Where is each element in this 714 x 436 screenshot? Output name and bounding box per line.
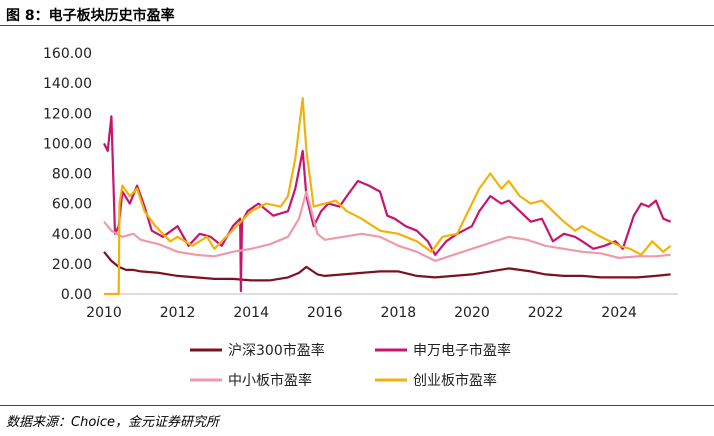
x-tick-label: 2020	[454, 305, 490, 321]
x-tick-label: 2014	[233, 305, 269, 321]
x-tick-label: 2024	[601, 305, 637, 321]
bottom-rule	[0, 405, 714, 406]
x-tick-label: 2018	[381, 305, 417, 321]
legend-label-1: 沪深300市盈率	[228, 342, 325, 359]
legend-label-4: 创业板市盈率	[413, 372, 497, 389]
y-axis-ticks: 0.00 20.00 40.00 60.00 80.00 100.00 120.00 140.…	[43, 46, 92, 303]
y-tick-label: 20.00	[52, 257, 92, 273]
figure-title: 图 8：电子板块历史市盈率	[6, 8, 175, 24]
series-line-1	[103, 251, 671, 282]
y-tick-label: 60.00	[52, 197, 92, 213]
x-tick-label: 2022	[528, 305, 564, 321]
chart-series-lines	[103, 97, 672, 296]
y-tick-label: 160.00	[43, 46, 92, 62]
x-tick-label: 2016	[307, 305, 343, 321]
y-tick-label: 40.00	[52, 227, 92, 243]
y-tick-label: 120.00	[43, 106, 92, 122]
x-axis-ticks: 2010 2012 2014 2016 2018 2020 2022 2024	[86, 305, 637, 321]
y-tick-label: 100.00	[43, 136, 92, 152]
legend-label-2: 申万电子市盈率	[413, 342, 511, 359]
y-tick-label: 80.00	[52, 167, 92, 183]
legend-label-3: 中小板市盈率	[228, 372, 312, 389]
y-tick-label: 0.00	[61, 287, 92, 303]
series-line-3	[103, 190, 671, 262]
x-tick-label: 2012	[160, 305, 196, 321]
top-rule	[0, 25, 714, 26]
x-tick-label: 2010	[86, 305, 122, 321]
y-tick-label: 140.00	[43, 76, 92, 92]
series-line-2	[103, 115, 672, 293]
source-note: 数据来源：Choice，金元证券研究所	[6, 415, 220, 430]
series-line-4	[104, 97, 672, 296]
